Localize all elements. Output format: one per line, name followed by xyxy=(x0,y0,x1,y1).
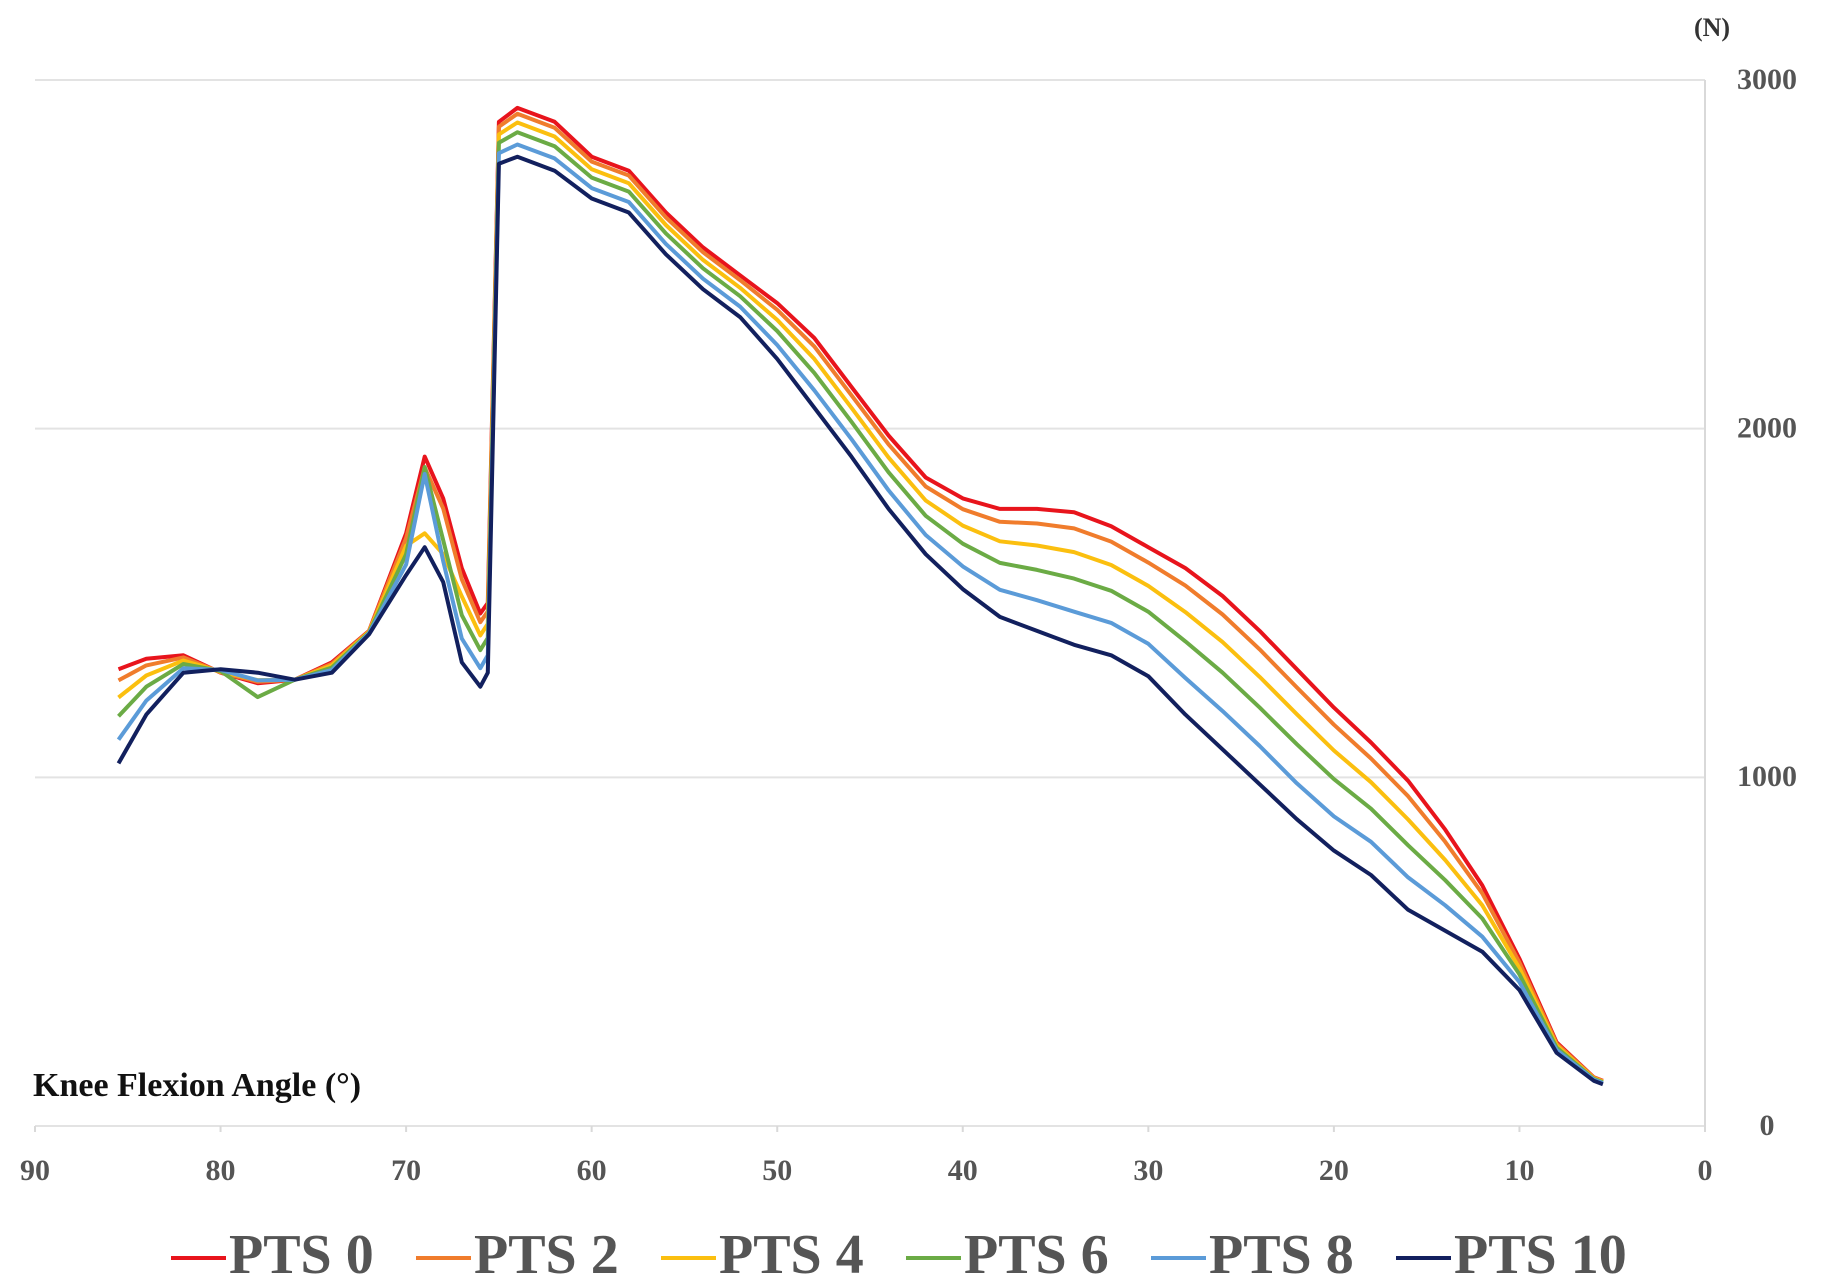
legend-label: PTS 8 xyxy=(1209,1224,1354,1281)
legend-label: PTS 2 xyxy=(474,1224,619,1281)
x-tick-label: 0 xyxy=(1698,1154,1713,1187)
legend-label: PTS 6 xyxy=(964,1224,1109,1281)
x-axis-label: Knee Flexion Angle (°) xyxy=(33,1067,361,1104)
y-axis-label: (N) xyxy=(1694,13,1730,42)
y-tick-label: 3000 xyxy=(1737,63,1797,96)
legend-label: PTS 0 xyxy=(229,1224,374,1281)
legend-label: PTS 10 xyxy=(1454,1224,1627,1281)
x-tick-label: 30 xyxy=(1133,1154,1163,1187)
data-line xyxy=(117,111,1604,1083)
data-line xyxy=(117,105,1604,1083)
y-tick-label: 0 xyxy=(1760,1109,1775,1142)
x-tick-label: 90 xyxy=(20,1154,50,1187)
legend-label: PTS 4 xyxy=(719,1224,864,1281)
x-tick-label: 40 xyxy=(948,1154,978,1187)
y-tick-label: 2000 xyxy=(1737,412,1797,445)
x-tick-label: 10 xyxy=(1504,1154,1534,1187)
data-line xyxy=(117,120,1604,1084)
x-tick-label: 70 xyxy=(391,1154,421,1187)
x-tick-label: 80 xyxy=(206,1154,236,1187)
data-line xyxy=(116,154,1604,1087)
x-tick-label: 20 xyxy=(1319,1154,1349,1187)
x-tick-label: 60 xyxy=(577,1154,607,1187)
x-tick-label: 50 xyxy=(762,1154,792,1187)
data-line xyxy=(117,130,1604,1085)
y-tick-label: 1000 xyxy=(1737,760,1797,793)
data-line xyxy=(116,142,1604,1085)
